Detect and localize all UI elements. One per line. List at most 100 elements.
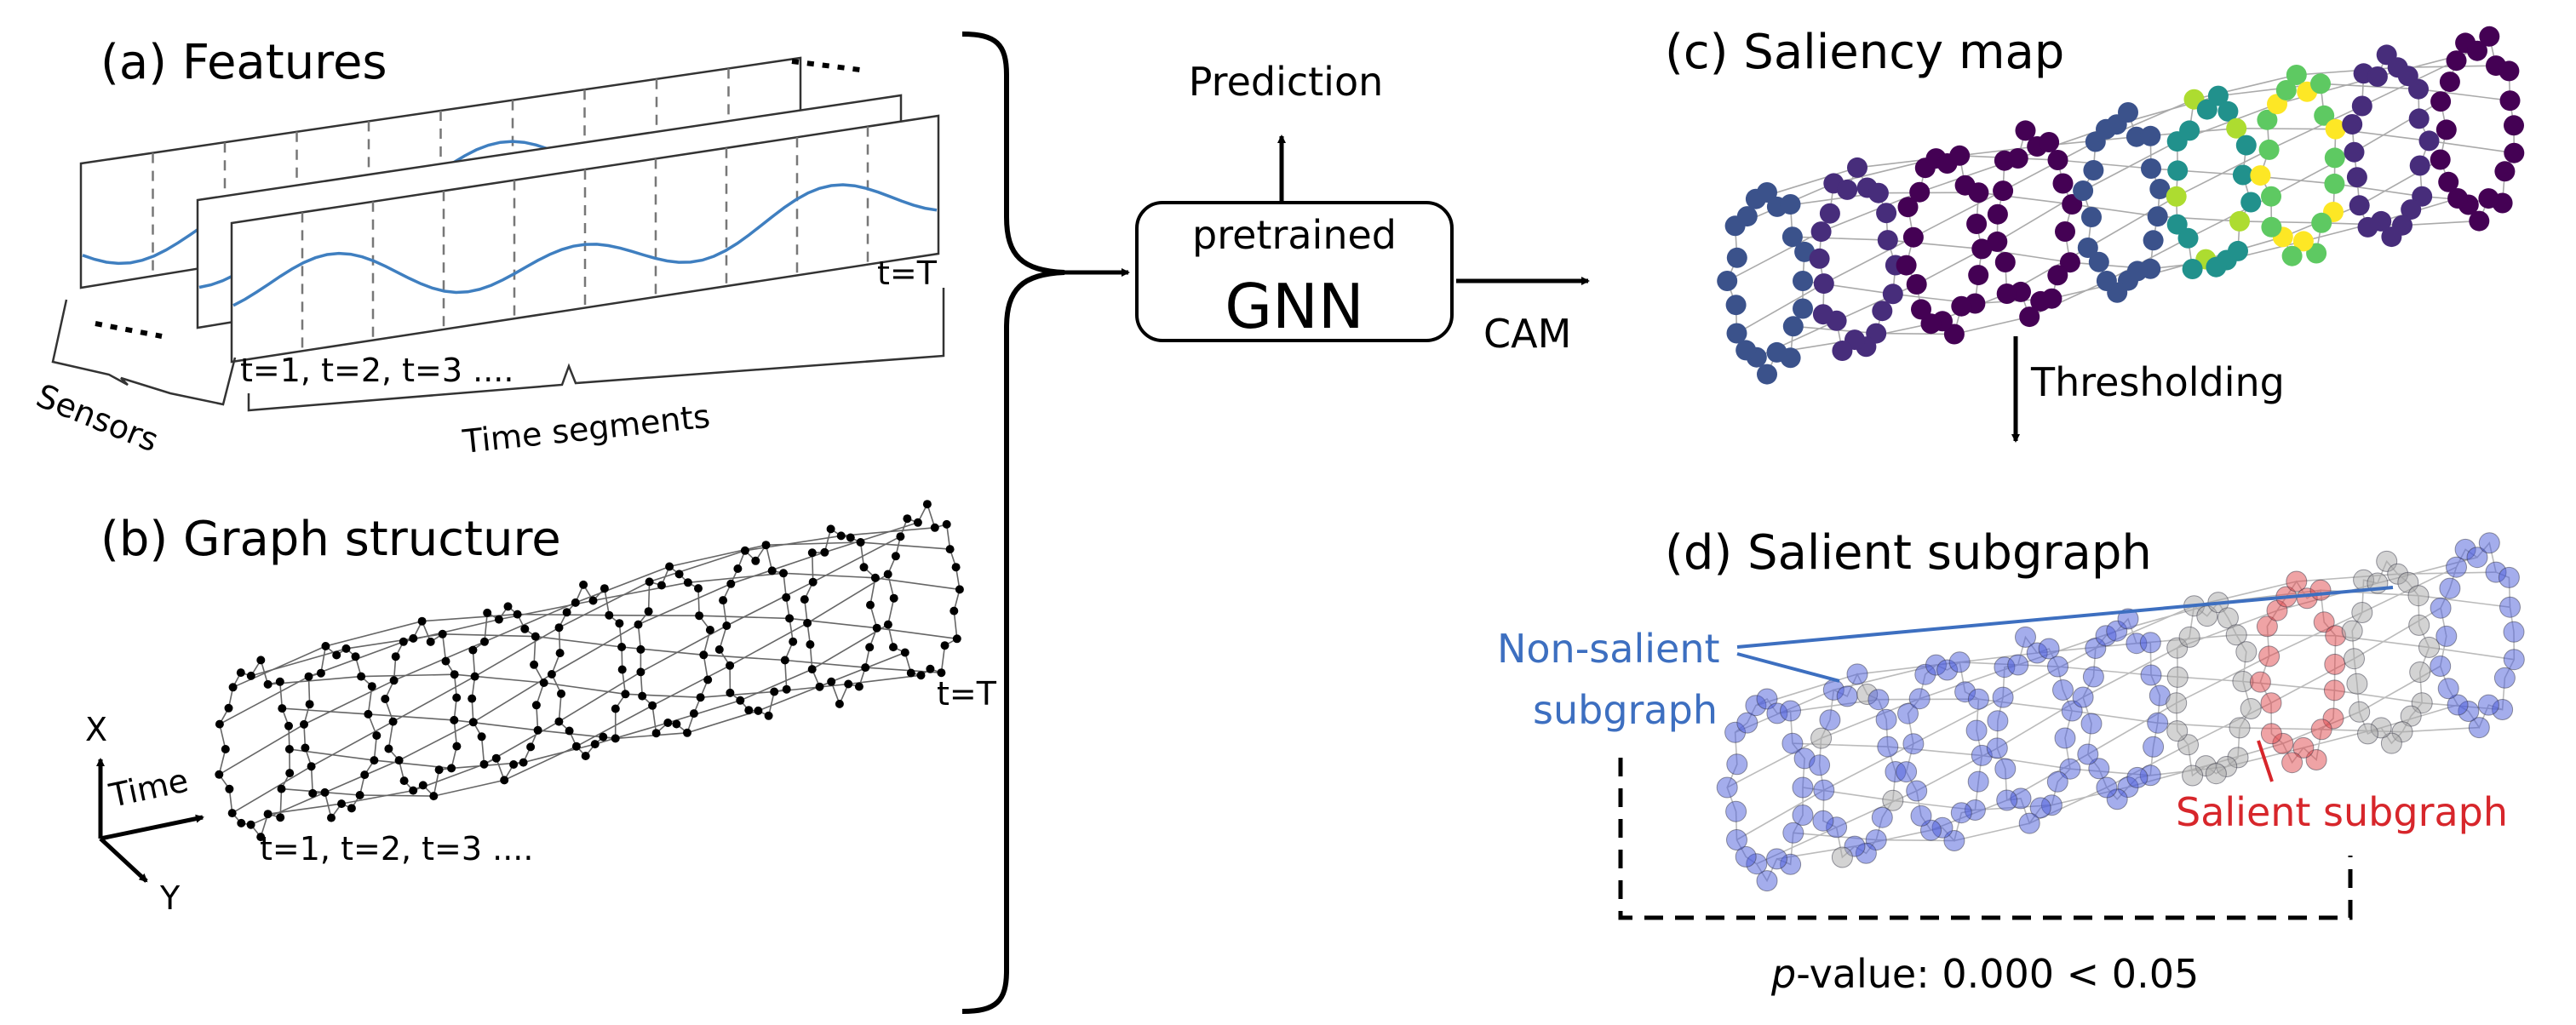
graph-node: [2235, 641, 2258, 663]
graph-node: [844, 679, 853, 689]
graph-node: [955, 585, 964, 594]
graph-node: [1875, 708, 1897, 730]
graph-node: [417, 616, 427, 626]
graph-node: [2349, 195, 2370, 216]
graph-node: [2182, 259, 2203, 279]
graph-node: [1766, 848, 1787, 870]
graph-node: [2143, 736, 2165, 758]
graph-node: [846, 533, 855, 542]
graph-node: [2409, 661, 2431, 683]
graph-node: [648, 701, 657, 710]
graph-node: [367, 682, 376, 691]
graph-node: [2240, 698, 2262, 719]
graph-node: [1987, 710, 2009, 732]
graph-node: [2499, 596, 2521, 618]
graph-node: [916, 671, 926, 680]
graph-node: [2494, 161, 2516, 182]
graph-node: [530, 660, 539, 669]
nonsalient-label-line2: subgraph: [1533, 687, 1718, 733]
graph-node: [2232, 164, 2253, 186]
graph-node: [1726, 247, 1747, 268]
graph-node: [913, 518, 922, 527]
graph-node: [2323, 679, 2345, 701]
graph-node: [2196, 99, 2217, 120]
graph-node: [555, 649, 565, 658]
graph-node: [1837, 179, 1858, 200]
graph-node: [285, 769, 295, 778]
graph-node: [1967, 688, 1989, 710]
graph-node: [2217, 607, 2239, 629]
graph-node: [284, 745, 294, 753]
graph-node: [1831, 846, 1853, 868]
cam-label: CAM: [1483, 311, 1571, 357]
graph-node: [513, 610, 522, 619]
graph-node: [2205, 763, 2227, 785]
graph-node: [2281, 245, 2303, 266]
graph-node: [1847, 157, 1867, 178]
graph-node: [2258, 645, 2281, 667]
graph-node: [2493, 667, 2516, 689]
graph-node: [450, 670, 459, 679]
graph-node: [1908, 688, 1931, 710]
graph-node: [2344, 141, 2365, 163]
graph-node: [782, 593, 791, 602]
graph-node: [2235, 135, 2257, 156]
graph-node: [1994, 252, 2016, 272]
graph-node: [1726, 753, 1748, 776]
ring-edge: [384, 619, 458, 798]
graph-node: [767, 566, 777, 575]
graph-node: [2126, 766, 2149, 788]
graph-node: [836, 531, 846, 541]
graph-node: [780, 656, 789, 665]
graph-node: [2341, 620, 2363, 642]
graph-node: [940, 641, 950, 650]
graph-node: [399, 776, 409, 786]
segments-label: Time segments: [460, 398, 712, 461]
graph-node: [1909, 181, 1931, 203]
graph-node: [1810, 727, 1833, 749]
graph-node: [357, 672, 366, 681]
graph-node: [744, 706, 754, 715]
graph-node: [1756, 870, 1778, 892]
graph-node: [726, 688, 735, 697]
graph-node: [2046, 770, 2068, 793]
graph-node: [826, 524, 835, 534]
graph-node: [605, 610, 614, 620]
graph-node: [2478, 188, 2499, 209]
threshold-label: Thresholding: [2030, 359, 2285, 405]
graph-node: [1782, 316, 1804, 337]
feature-sheet-front: [230, 114, 940, 364]
graph-node: [1766, 341, 1787, 363]
graph-node: [889, 643, 898, 652]
graph-node: [2324, 653, 2346, 675]
graph-node: [751, 556, 760, 565]
graph-node: [1757, 364, 1777, 385]
graph-node: [1882, 789, 1904, 811]
graph-node: [263, 679, 273, 689]
graph-node: [2408, 78, 2429, 100]
graph-node: [2083, 160, 2104, 180]
graph-node: [952, 634, 961, 644]
graph-node: [615, 619, 624, 628]
tube-edge: [250, 522, 919, 826]
graph-node: [388, 717, 398, 726]
graph-node: [2007, 654, 2029, 676]
graph-node: [2309, 579, 2332, 601]
graph-node: [835, 699, 844, 708]
graph-node: [2139, 632, 2161, 654]
sensors-label: Sensors: [32, 377, 164, 460]
graph-node: [2439, 72, 2460, 93]
graph-node: [2407, 585, 2430, 607]
graph-node: [215, 719, 224, 729]
graph-node: [519, 758, 528, 767]
graph-node: [634, 620, 643, 629]
features-panel: (a) Features t=T Sensors t=1, t=2, t=3 .…: [32, 35, 945, 461]
graph-node: [2367, 66, 2388, 87]
graph-node: [689, 709, 698, 719]
graph-node: [900, 648, 909, 657]
graph-node: [2286, 570, 2308, 593]
input-brace: [961, 31, 1065, 1014]
graph-node: [327, 813, 336, 822]
graph-node: [1792, 805, 1814, 826]
graph-node: [246, 671, 255, 680]
